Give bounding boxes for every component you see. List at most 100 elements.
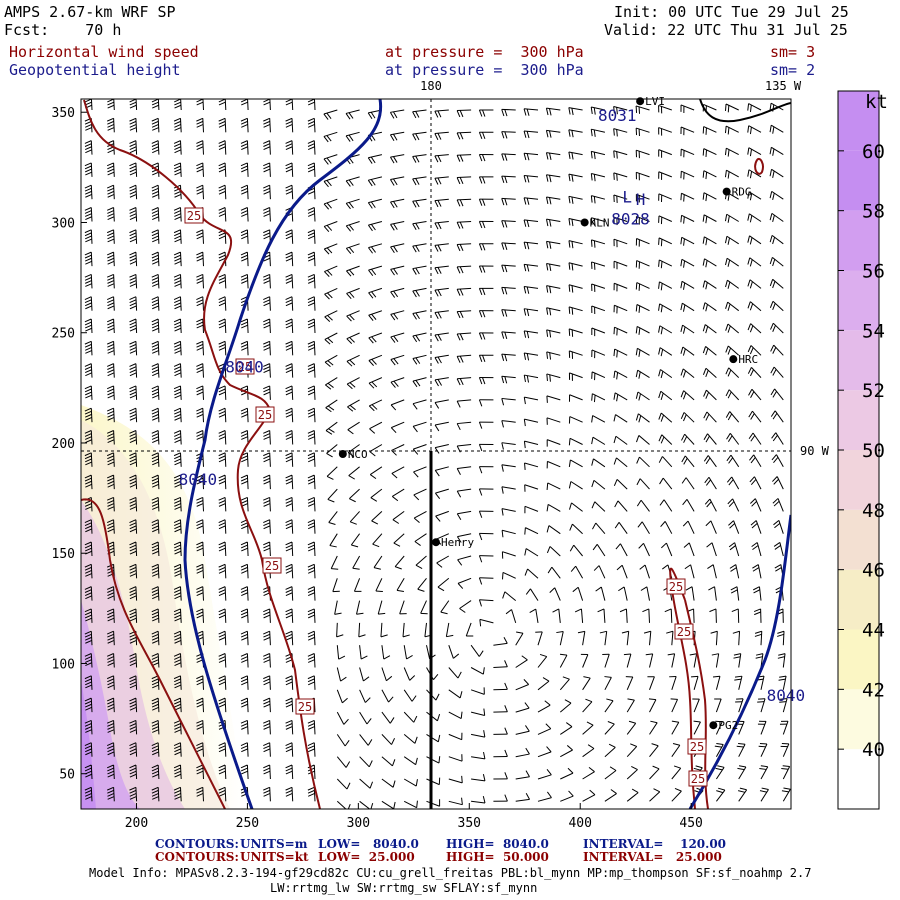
wind-barb (196, 407, 204, 423)
wind-barb (478, 243, 494, 251)
wind-barb (84, 184, 93, 200)
level1-label: at pressure = 300 hPa (385, 43, 584, 61)
wind-barb (639, 564, 650, 579)
wind-barb (478, 510, 494, 518)
wind-barb (604, 743, 616, 758)
wind-barb (151, 541, 160, 557)
station-nco: NCO (338, 448, 368, 461)
wind-barb (403, 711, 418, 723)
wind-barb (413, 510, 427, 524)
wind-barb (151, 630, 160, 646)
wind-barb (285, 452, 294, 467)
wind-barb (129, 563, 138, 579)
wind-barb (769, 212, 784, 223)
wind-barb (604, 698, 614, 713)
wind-barb (613, 194, 628, 203)
wind-barb (263, 675, 271, 690)
wind-barb (658, 412, 673, 423)
wind-barb (568, 416, 583, 424)
wind-barb (626, 765, 638, 780)
wind-barb (373, 555, 383, 570)
height-label: L (622, 188, 632, 207)
colorbar-tick-label: 60 (862, 141, 885, 163)
wind-barb (659, 499, 673, 512)
wind-barb (604, 676, 612, 691)
wind-barb (726, 454, 740, 468)
wind-barb (636, 499, 650, 512)
wind-barb (465, 622, 474, 637)
wind-barb (625, 676, 634, 691)
wind-barb (129, 430, 138, 445)
wind-barb (546, 460, 561, 469)
wind-barb (129, 653, 138, 668)
wind-barb (129, 162, 138, 177)
wind-barb (680, 280, 695, 290)
wind-barb (591, 393, 606, 403)
wind-barb (84, 273, 93, 289)
wind-barb (524, 462, 539, 470)
wind-barb (84, 229, 93, 244)
wind-barb (478, 599, 494, 607)
wind-barb (680, 214, 695, 224)
wind-barb (537, 700, 551, 713)
wind-barb (524, 505, 539, 514)
wind-barb (613, 238, 628, 248)
wind-barb (546, 240, 561, 249)
wind-barb (658, 193, 672, 202)
wind-barb (377, 600, 386, 615)
wind-barb (435, 510, 449, 522)
colorbar-tick-label: 52 (862, 380, 885, 402)
wind-barb (568, 394, 583, 402)
wind-barb (240, 608, 249, 623)
wind-barb (680, 126, 695, 136)
wind-barb (725, 257, 739, 267)
wind-barb (240, 184, 249, 200)
wind-barb (367, 176, 383, 187)
wind-barb (84, 519, 93, 534)
wind-barb (106, 653, 115, 668)
wind-barb (769, 256, 784, 267)
wind-barb (240, 719, 249, 735)
wind-barb (647, 676, 655, 690)
wind-barb (770, 410, 784, 423)
wind-barb (240, 340, 249, 356)
wind-barb (568, 372, 583, 381)
wind-barb (106, 608, 115, 623)
wind-barb (285, 340, 294, 356)
wind-barb (285, 697, 294, 713)
wind-barb (240, 407, 249, 423)
wind-barb (173, 653, 182, 668)
wind-barb (218, 742, 227, 757)
wind-barb (658, 281, 673, 291)
wind-barb (770, 344, 784, 356)
wind-barb (240, 273, 249, 289)
wind-barb (636, 456, 650, 468)
wind-barb (683, 542, 695, 557)
wind-barb (759, 787, 769, 802)
wind-barb (748, 410, 762, 423)
wind-barb (747, 301, 762, 312)
svg-text:25: 25 (258, 408, 272, 422)
wind-barb (403, 645, 413, 660)
wind-barb (568, 151, 583, 160)
wind-barb (470, 687, 485, 695)
wind-barb (336, 756, 351, 768)
wind-barb (84, 697, 93, 713)
wind-barb (580, 653, 589, 668)
wind-barb (545, 152, 561, 160)
wind-barb (501, 442, 516, 450)
wind-barb (635, 260, 650, 269)
wind-barb (613, 435, 628, 445)
wind-barb (667, 653, 676, 668)
wind-barb (515, 725, 530, 735)
wind-barb (658, 259, 673, 269)
wind-barb (726, 433, 740, 445)
wind-barb (493, 682, 508, 691)
wind-barb (323, 243, 338, 255)
wind-barb (769, 278, 784, 289)
svg-text:25: 25 (298, 700, 312, 714)
colorbar-unit: kt (865, 91, 888, 113)
wind-barb (733, 653, 742, 668)
colorbar-segment (838, 509, 879, 570)
wind-barb (323, 221, 338, 233)
